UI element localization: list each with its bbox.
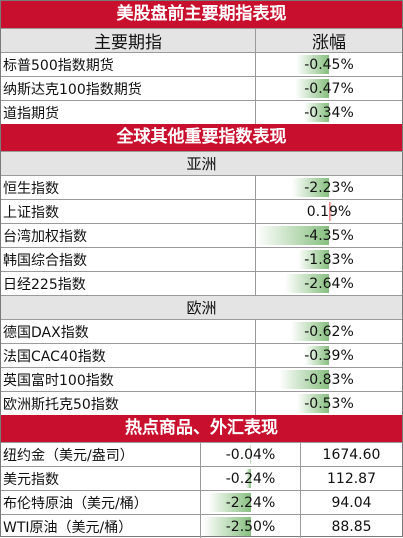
change-bar: [291, 178, 329, 197]
us-futures-header-row: 主要期指 涨幅: [1, 28, 402, 52]
change-bar: [294, 79, 329, 98]
header-change: 涨幅: [312, 33, 346, 52]
table-row: 纽约金（美元/盎司） -0.04% 1674.60: [1, 442, 402, 466]
table-row: 道指期货 -0.34%: [1, 100, 402, 124]
row-change: -2.23%: [256, 176, 402, 199]
row-change: -4.35%: [256, 224, 402, 247]
table-row: 法国CAC40指数 -0.39%: [1, 343, 402, 367]
commodities-rows: 纽约金（美元/盎司） -0.04% 1674.60 美元指数 -0.24% 112.87 布…: [1, 442, 402, 538]
us-futures-banner: 美股盘前主要期指表现: [1, 1, 402, 28]
change-bar: [207, 493, 251, 512]
table-row: WTI原油（美元/桶） -2.50% 88.85: [1, 514, 402, 538]
row-change: -2.50%: [201, 515, 301, 538]
table-row: 欧洲斯托克50指数 -0.53%: [1, 391, 402, 415]
us-futures-rows: 标普500指数期货 -0.45% 纳斯达克100指数期货 -0.47% 道指期货 -0.3…: [1, 52, 402, 124]
change-bar: [278, 370, 329, 389]
row-change: -0.47%: [256, 77, 402, 100]
change-bar: [298, 250, 329, 269]
change-value: -2.50%: [225, 518, 276, 535]
change-value: -2.64%: [304, 275, 354, 292]
table-row: 纳斯达克100指数期货 -0.47%: [1, 76, 402, 100]
table-row: 日经225指数 -2.64%: [1, 271, 402, 295]
row-price: 88.85: [331, 518, 372, 535]
asia-region-row: 亚洲: [1, 151, 402, 175]
change-value: 0.19%: [306, 203, 352, 220]
row-name: 台湾加权指数: [1, 224, 256, 247]
row-change: -0.34%: [256, 101, 402, 124]
change-value: -0.39%: [304, 347, 354, 364]
change-value: -0.24%: [225, 470, 276, 487]
row-name: 标普500指数期货: [1, 53, 256, 76]
row-name: 道指期货: [1, 101, 256, 124]
row-change: -0.62%: [256, 320, 402, 343]
row-change: -0.39%: [256, 344, 402, 367]
commodities-banner: 热点商品、外汇表现: [1, 415, 402, 442]
table-row: 布伦特原油（美元/桶） -2.24% 94.04: [1, 490, 402, 514]
change-value: -0.34%: [304, 104, 354, 121]
row-price: 94.04: [331, 494, 372, 511]
table-row: 美元指数 -0.24% 112.87: [1, 466, 402, 490]
change-bar: [304, 103, 329, 122]
row-name: 韩国综合指数: [1, 248, 256, 271]
change-bar: [256, 226, 329, 245]
row-name: 恒生指数: [1, 176, 256, 199]
europe-region-label: 欧洲: [186, 299, 217, 317]
change-value: -2.23%: [304, 179, 354, 196]
change-value: -0.62%: [304, 323, 354, 340]
row-price: 112.87: [327, 470, 376, 487]
row-change: -0.45%: [256, 53, 402, 76]
table-row: 台湾加权指数 -4.35%: [1, 223, 402, 247]
global-indices-banner: 全球其他重要指数表现: [1, 124, 402, 151]
asia-region-label: 亚洲: [186, 155, 217, 173]
row-name: WTI原油（美元/桶）: [1, 515, 201, 538]
row-name: 美元指数: [1, 467, 201, 490]
change-bar: [305, 346, 329, 365]
row-name: 布伦特原油（美元/桶）: [1, 491, 201, 514]
change-value: -0.53%: [304, 395, 354, 412]
change-bar: [245, 469, 251, 488]
row-name: 纽约金（美元/盎司）: [1, 443, 201, 466]
change-value: -0.04%: [225, 446, 276, 463]
row-name: 法国CAC40指数: [1, 344, 256, 367]
table-row: 上证指数 0.19%: [1, 199, 402, 223]
row-name: 日经225指数: [1, 272, 256, 295]
change-bar: [329, 202, 333, 221]
change-value: -2.24%: [225, 494, 276, 511]
change-bar: [249, 445, 251, 464]
row-change: -1.83%: [256, 248, 402, 271]
row-change: -2.24%: [201, 491, 301, 514]
table-row: 德国DAX指数 -0.62%: [1, 319, 402, 343]
europe-region-row: 欧洲: [1, 295, 402, 319]
row-name: 英国富时100指数: [1, 368, 256, 391]
row-name: 上证指数: [1, 200, 256, 223]
row-change: -0.83%: [256, 368, 402, 391]
row-name: 纳斯达克100指数期货: [1, 77, 256, 100]
row-price: 1674.60: [322, 446, 381, 463]
table-row: 韩国综合指数 -1.83%: [1, 247, 402, 271]
europe-rows: 德国DAX指数 -0.62% 法国CAC40指数 -0.39% 英国富时100指数 -0.…: [1, 319, 402, 415]
change-value: -1.83%: [304, 251, 354, 268]
table-row: 恒生指数 -2.23%: [1, 175, 402, 199]
change-bar: [291, 322, 329, 341]
row-change: -2.64%: [256, 272, 402, 295]
row-name: 欧洲斯托克50指数: [1, 392, 256, 415]
change-bar: [202, 517, 251, 536]
change-bar: [296, 394, 329, 413]
table-row: 英国富时100指数 -0.83%: [1, 367, 402, 391]
table-row: 标普500指数期货 -0.45%: [1, 52, 402, 76]
row-change: -0.04%: [201, 443, 301, 466]
change-bar: [284, 274, 329, 293]
row-change: -0.24%: [201, 467, 301, 490]
asia-rows: 恒生指数 -2.23% 上证指数 0.19% 台湾加权指数 -4.35% 韩国综合指数 -1.…: [1, 175, 402, 295]
row-change: -0.53%: [256, 392, 402, 415]
change-value: -0.47%: [304, 80, 354, 97]
change-value: -4.35%: [304, 227, 354, 244]
change-bar: [296, 55, 329, 74]
change-value: -0.45%: [304, 56, 354, 73]
header-name: 主要期指: [1, 29, 256, 52]
row-name: 德国DAX指数: [1, 320, 256, 343]
row-change: 0.19%: [256, 200, 402, 223]
change-value: -0.83%: [304, 371, 354, 388]
